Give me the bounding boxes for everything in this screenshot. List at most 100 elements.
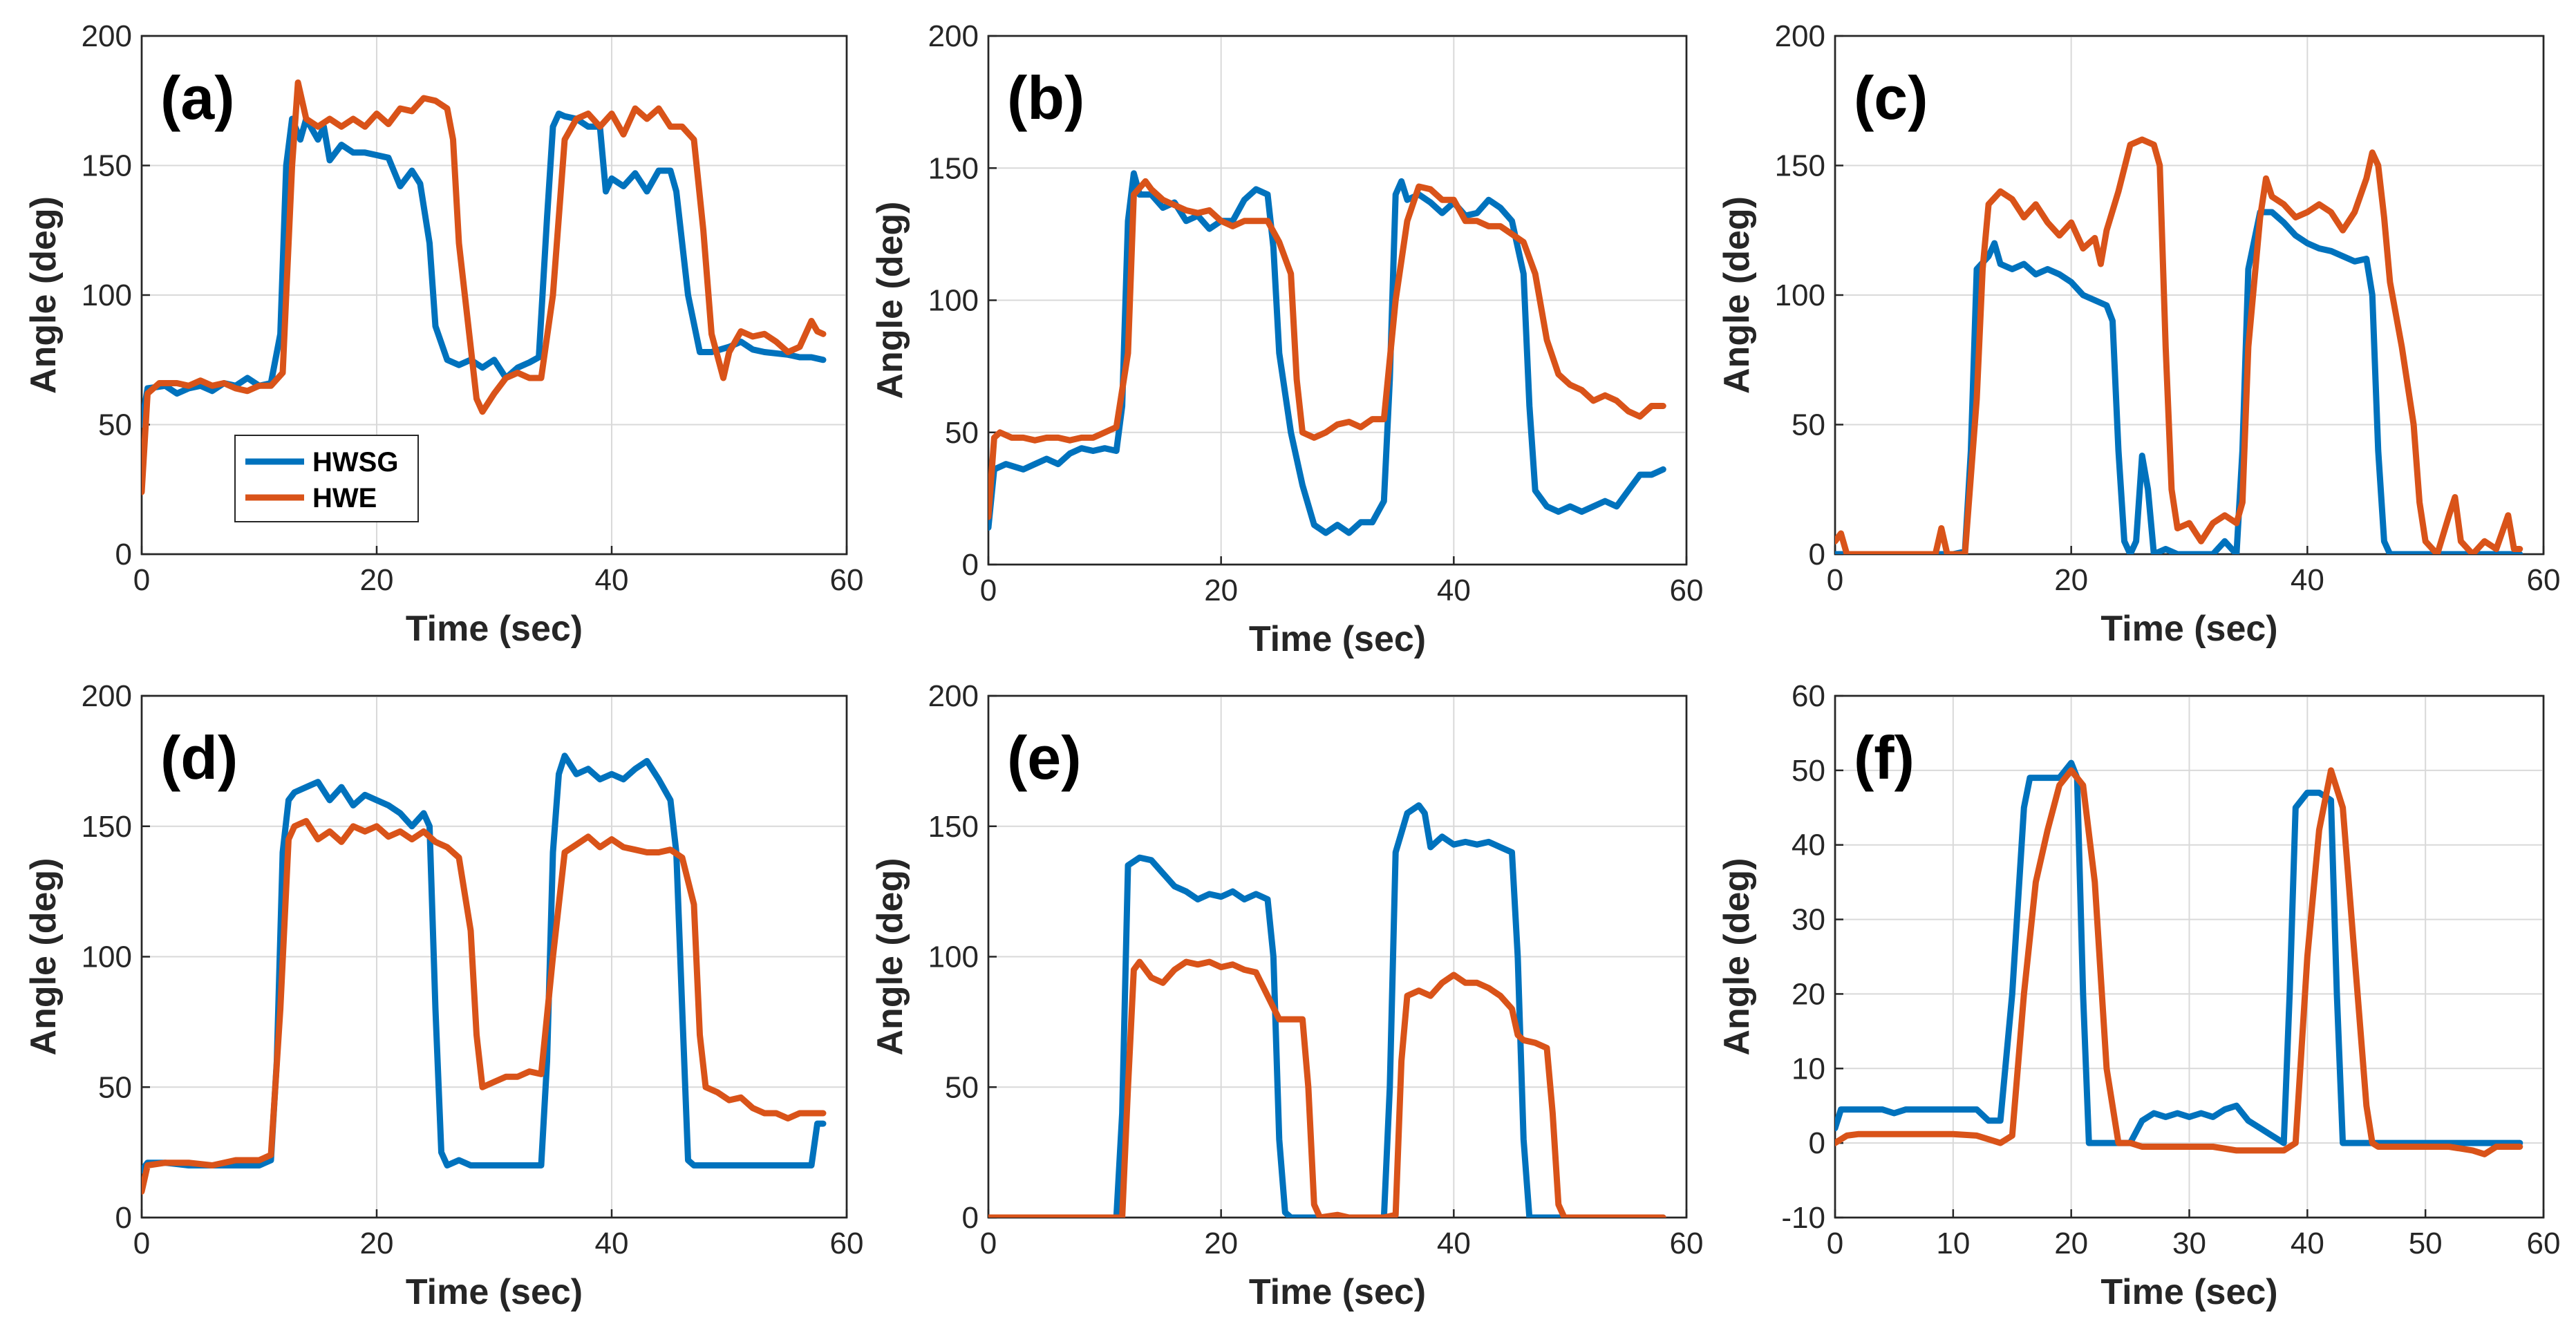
panel-c-ytick-label: 150 (1775, 149, 1825, 183)
panel-f-series-hwe (1835, 767, 2523, 1157)
panel-e-xlabel: Time (sec) (1249, 1272, 1426, 1312)
panel-a-xtick-label: 0 (133, 563, 150, 597)
panel-c-ylabel: Angle (deg) (1717, 196, 1757, 394)
panel-b-label: (b) (1007, 64, 1084, 132)
panel-e-ylabel: Angle (deg) (870, 858, 910, 1056)
panel-c-xtick-label: 0 (1827, 563, 1843, 597)
legend: HWSG HWE (234, 435, 419, 522)
panel-e-series-hwsg (988, 802, 1666, 1218)
panel-a-label: (a) (160, 64, 235, 132)
panel-f-xtick-label: 40 (2291, 1227, 2324, 1260)
panel-f-xlabel: Time (sec) (2100, 1272, 2277, 1312)
panel-a-xlabel: Time (sec) (406, 609, 583, 649)
panel-d-xlabel: Time (sec) (406, 1272, 583, 1312)
panel-a-ytick-label: 50 (98, 408, 132, 442)
legend-box (234, 435, 419, 522)
panel-a: 0 20 40 60 0 50 100 150 200 Time (sec) Angle (deg)… (23, 19, 863, 649)
panel-d: 0 20 40 60 0 50 100 150 200 Time (sec) Angle (deg)… (23, 679, 863, 1312)
panel-d-xtick-label: 60 (830, 1227, 864, 1260)
panel-b-xlabel: Time (sec) (1249, 619, 1426, 659)
legend-entry-hwsg: HWSG (312, 447, 398, 477)
panel-f-xtick-label: 0 (1827, 1227, 1843, 1260)
panel-f-ytick-label: 0 (1809, 1126, 1825, 1160)
panel-f-xtick-label: 60 (2527, 1227, 2561, 1260)
panel-a-ytick-label: 100 (82, 278, 132, 312)
panel-f-xtick-label: 10 (1936, 1227, 1970, 1260)
panel-d-ytick-label: 50 (98, 1070, 132, 1104)
panel-a-ytick-label: 150 (82, 149, 132, 183)
panel-e: 0 20 40 60 0 50 100 150 200 Time (sec) Angle (deg)… (870, 679, 1703, 1312)
panel-e-ytick-label: 100 (928, 940, 979, 974)
panel-d-ytick-label: 200 (82, 679, 132, 713)
panel-e-label: (e) (1007, 723, 1082, 792)
panel-f-ytick-label: 10 (1792, 1052, 1825, 1086)
panel-d-series-hwe (142, 817, 827, 1195)
panel-b-series-hwe (988, 178, 1666, 520)
panel-b-ylabel: Angle (deg) (870, 202, 910, 399)
panel-f-frame (1834, 694, 2545, 1219)
panel-e-xtick-label: 40 (1437, 1227, 1471, 1260)
panel-c-ytick-label: 50 (1792, 408, 1825, 442)
panel-a-xtick-label: 40 (595, 563, 629, 597)
panel-f-ytick-label: 60 (1792, 679, 1825, 713)
panel-a-xtick-label: 20 (360, 563, 394, 597)
panel-e-series-hwe (988, 958, 1666, 1218)
panel-c-series-hwe (1835, 136, 2523, 554)
panel-a-ytick-label: 0 (115, 538, 132, 571)
panel-d-series-hwsg (142, 753, 827, 1174)
panel-c-series-hwsg (1835, 209, 2523, 554)
panel-f-xtick-label: 30 (2172, 1227, 2206, 1260)
panel-f-ylabel: Angle (deg) (1717, 858, 1757, 1056)
panel-e-ytick-label: 200 (928, 679, 979, 713)
panel-a-xtick-label: 60 (830, 563, 864, 597)
panel-b-xtick-label: 0 (980, 574, 997, 607)
panel-a-frame (140, 35, 848, 556)
panel-d-ytick-label: 0 (115, 1201, 132, 1235)
panel-f-xtick-label: 50 (2409, 1227, 2443, 1260)
panel-f-series-hwsg (1835, 759, 2523, 1146)
panel-a-series-hwe (142, 79, 827, 495)
panel-c-ytick-label: 0 (1809, 538, 1825, 571)
panel-b-ytick-label: 0 (962, 548, 979, 582)
panel-b-xtick-label: 40 (1437, 574, 1471, 607)
panel-b-ytick-label: 50 (945, 416, 979, 450)
panel-d-xtick-label: 20 (360, 1227, 394, 1260)
panel-c-xtick-label: 60 (2527, 563, 2561, 597)
panel-b-series-hwsg (988, 170, 1666, 536)
panel-f-ytick-label: -10 (1781, 1201, 1825, 1235)
panel-c-label: (c) (1854, 64, 1928, 132)
panel-d-ytick-label: 100 (82, 940, 132, 974)
legend-entry-hwe: HWE (312, 483, 377, 513)
panel-b-xtick-label: 20 (1204, 574, 1238, 607)
panel-d-ytick-label: 150 (82, 810, 132, 844)
panel-e-xtick-label: 60 (1670, 1227, 1704, 1260)
panel-e-ytick-label: 150 (928, 810, 979, 844)
panel-b-xtick-label: 60 (1670, 574, 1704, 607)
panel-e-ytick-label: 50 (945, 1070, 979, 1104)
panel-c-ytick-label: 100 (1775, 278, 1825, 312)
panel-d-ylabel: Angle (deg) (23, 858, 64, 1056)
panel-f-ytick-label: 50 (1792, 754, 1825, 788)
panel-d-xtick-label: 0 (133, 1227, 150, 1260)
panel-f-ytick-label: 40 (1792, 829, 1825, 862)
panel-a-ylabel: Angle (deg) (23, 196, 64, 394)
panel-f-xtick-label: 20 (2054, 1227, 2088, 1260)
panel-c: 0 20 40 60 0 50 100 150 200 Time (sec) Angle (deg)… (1717, 19, 2560, 649)
panel-e-xtick-label: 0 (980, 1227, 997, 1260)
panel-d-label: (d) (160, 723, 238, 792)
panel-c-xtick-label: 40 (2291, 563, 2324, 597)
panel-d-xtick-label: 40 (595, 1227, 629, 1260)
panel-e-ytick-label: 0 (962, 1201, 979, 1235)
panel-b: 0 20 40 60 0 50 100 150 200 Time (sec) Angle (deg)… (870, 19, 1703, 659)
panel-b-ytick-label: 100 (928, 284, 979, 318)
panel-b-ytick-label: 200 (928, 19, 979, 53)
panel-c-xlabel: Time (sec) (2100, 609, 2277, 649)
panel-f-ytick-label: 20 (1792, 977, 1825, 1011)
panel-a-ytick-label: 200 (82, 19, 132, 53)
panel-e-xtick-label: 20 (1204, 1227, 1238, 1260)
panel-c-ytick-label: 200 (1775, 19, 1825, 53)
panel-f-label: (f) (1854, 723, 1915, 792)
panel-c-xtick-label: 20 (2054, 563, 2088, 597)
